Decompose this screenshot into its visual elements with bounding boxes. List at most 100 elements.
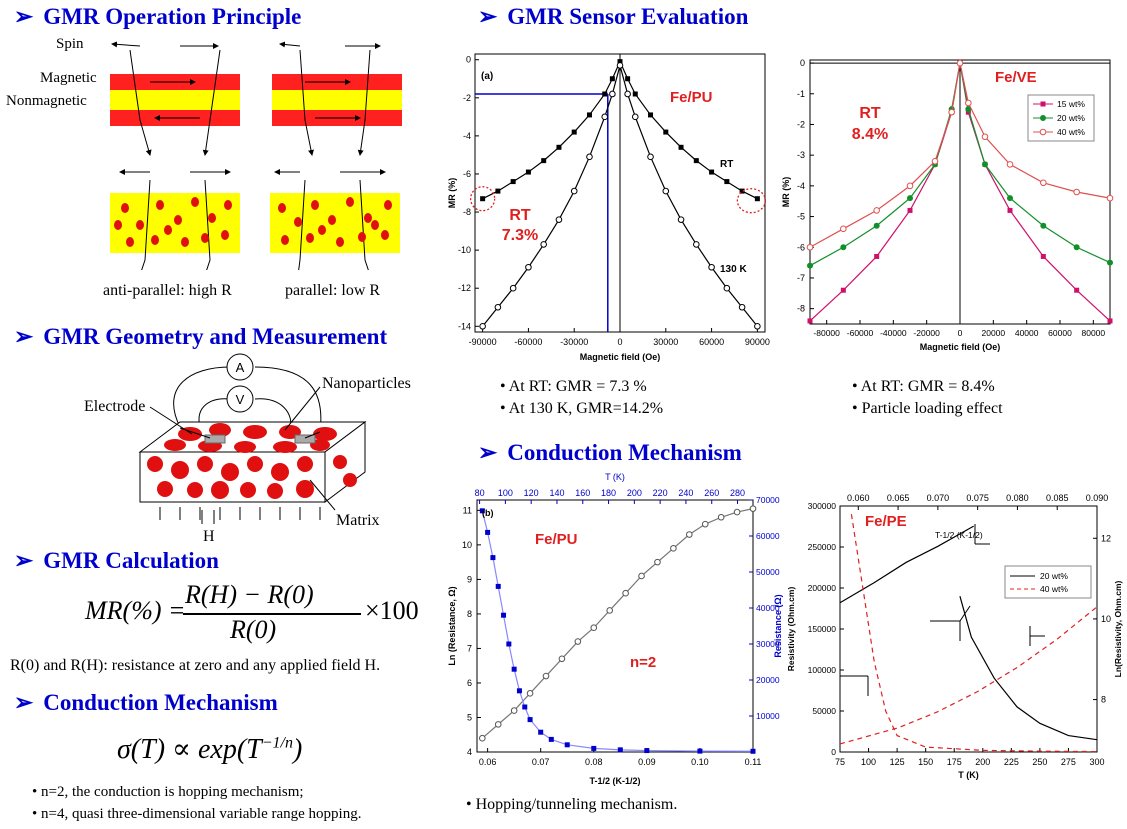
series-line-0-1	[959, 596, 1098, 741]
y-tick-label: 4	[467, 747, 472, 757]
heading-text: Conduction Mechanism	[43, 690, 278, 715]
top-tick-label: 120	[524, 488, 539, 498]
y-tick-label: 9	[467, 574, 472, 584]
top-tick-label: 0.075	[966, 493, 989, 503]
data-point	[522, 704, 528, 710]
heading-conduction-right: ➢ Conduction Mechanism	[478, 440, 742, 466]
rt-value-annotation: 7.3%	[502, 227, 538, 244]
data-point	[749, 505, 757, 512]
data-point	[601, 113, 609, 121]
x-tick-label: 0	[958, 328, 963, 338]
series-line-r	[481, 510, 754, 752]
label-antiparallel: anti-parallel: high R	[103, 282, 232, 299]
data-point	[540, 241, 547, 248]
data-point	[739, 188, 745, 194]
sensor-bullet-left-1: • At RT: GMR = 7.3 %	[500, 378, 647, 395]
data-point	[617, 747, 623, 753]
top-tick-label: 0.060	[847, 493, 870, 503]
granular-parallel	[270, 169, 400, 270]
panel-label: (a)	[481, 71, 493, 82]
data-point	[480, 196, 486, 202]
x-tick-label: 60000	[699, 337, 724, 347]
top-tick-label: 280	[730, 488, 745, 498]
heading-text: GMR Calculation	[43, 548, 219, 573]
legend-label: 20 wt%	[1057, 113, 1085, 123]
y-tick-label: -2	[463, 93, 471, 103]
data-point	[624, 90, 631, 98]
label-magnetic: Magnetic	[40, 70, 97, 86]
y-tick-label: -1	[797, 89, 805, 99]
hopping-bullet: • Hopping/tunneling mechanism.	[466, 796, 678, 813]
data-point	[693, 241, 700, 248]
arrow-bullet-icon: ➢	[14, 690, 34, 715]
legend-marker	[1040, 115, 1046, 121]
arrow-bullet-icon: ➢	[14, 548, 34, 573]
multilayer-antiparallel	[110, 41, 240, 156]
y-tick-label: 6	[467, 678, 472, 688]
data-point	[873, 222, 880, 229]
legend-label: 15 wt%	[1057, 99, 1085, 109]
conduction-bullet-1: • n=2, the conduction is hopping mechani…	[32, 784, 304, 800]
data-point	[907, 207, 913, 213]
y-tick-label: -3	[797, 150, 805, 160]
data-point	[494, 303, 502, 311]
data-point	[1073, 244, 1080, 251]
x-tick-label: 40000	[1015, 328, 1039, 338]
y-axis-label: MR (%)	[781, 177, 791, 208]
x-tick-label: 60000	[1048, 328, 1072, 338]
x-tick-label: -30000	[560, 337, 588, 347]
sensor-bullet-left-2: • At 130 K, GMR=14.2%	[500, 400, 664, 417]
x-tick-label: 0.11	[745, 757, 762, 767]
voltmeter-label: V	[236, 392, 245, 407]
arrow-bullet-icon: ➢	[14, 4, 34, 29]
geometry-diagram: A V	[138, 353, 367, 524]
data-point	[622, 589, 629, 597]
data-point	[906, 182, 914, 190]
data-point	[570, 187, 578, 195]
130k-curve-label: 130 K	[720, 264, 747, 275]
data-point	[631, 113, 639, 121]
label-electrode: Electrode	[84, 398, 146, 415]
x-tick-label: 0	[617, 337, 622, 347]
data-point	[693, 158, 699, 164]
axis-arrow	[959, 605, 971, 622]
data-point	[677, 216, 685, 223]
legend-label: 40 wt%	[1040, 584, 1068, 594]
top-tick-label: 140	[549, 488, 564, 498]
x-tick-label: 90000	[745, 337, 770, 347]
y-axis-label: Ln (Resistance, Ω)	[447, 586, 457, 665]
data-point	[538, 729, 544, 735]
x-tick-label: 250	[1032, 757, 1047, 767]
series-line-lnr	[481, 508, 754, 739]
data-point	[479, 734, 486, 742]
conduction-bullet-2: • n=4, quasi three-dimensional variable …	[32, 806, 362, 822]
data-point	[548, 736, 554, 742]
y-tick-label: 11	[463, 505, 472, 515]
sensor-bullet-right-1: • At RT: GMR = 8.4%	[852, 378, 995, 395]
multilayer-parallel	[272, 41, 402, 156]
mr-formula-numerator: R(H) − R(0)	[185, 580, 314, 609]
x-axis-label: Magnetic field (Oe)	[580, 352, 661, 362]
series-line-1-1	[839, 606, 1098, 745]
y-tick-label: 100000	[808, 665, 837, 675]
plot-frame	[476, 499, 754, 753]
top-tick-label: 0.090	[1086, 493, 1109, 503]
heading-gmr-geometry: ➢ GMR Geometry and Measurement	[14, 324, 387, 350]
data-point	[807, 318, 813, 324]
label-nanoparticles: Nanoparticles	[322, 375, 411, 392]
data-point	[840, 225, 847, 233]
x-axis-label: Magnetic field (Oe)	[920, 342, 1001, 352]
y2-tick-label: 40000	[756, 603, 780, 613]
x-tick-label: 0.10	[691, 757, 709, 767]
data-point	[591, 745, 597, 751]
mr-formula-factor: ×100	[365, 596, 419, 625]
data-point	[807, 262, 813, 269]
formula-exponent: −1/n	[261, 734, 293, 752]
chart-title: Fe/VE	[995, 69, 1037, 86]
y-tick-label: 5	[467, 712, 472, 722]
data-point	[510, 707, 518, 714]
heading-gmr-operation: ➢ GMR Operation Principle	[14, 4, 301, 30]
data-point	[873, 207, 880, 214]
data-point	[697, 748, 703, 754]
data-point	[982, 161, 988, 168]
